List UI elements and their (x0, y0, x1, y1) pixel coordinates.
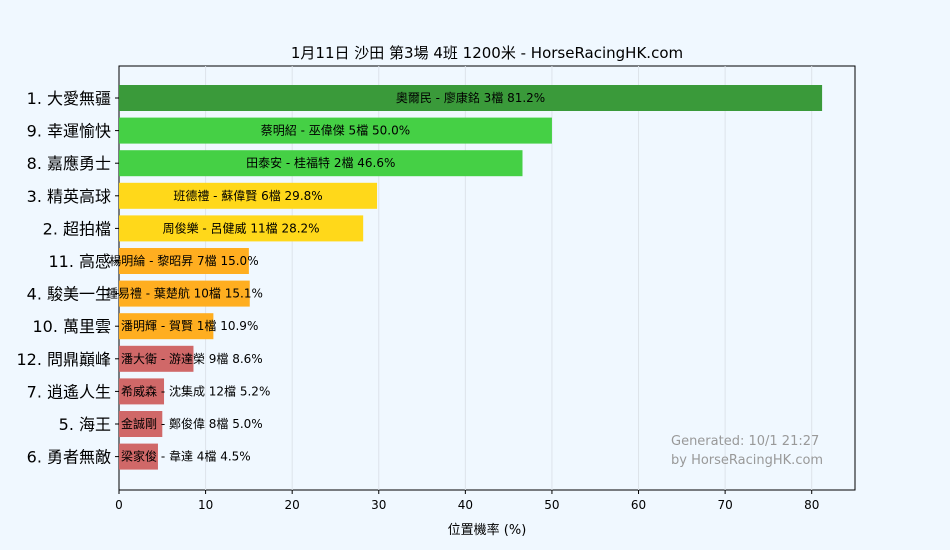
bar-data-label: 潘大衛 - 游達榮 9檔 8.6% (121, 352, 263, 366)
bar (119, 411, 163, 437)
x-tick-label: 10 (198, 498, 213, 512)
category-label: 1. 大愛無疆 (27, 89, 111, 108)
bar-data-label: 奧爾民 - 廖康銘 3檔 81.2% (396, 90, 545, 105)
x-tick-label: 70 (717, 498, 732, 512)
bar-data-label: 周俊樂 - 呂健威 11檔 28.2% (163, 220, 320, 235)
category-label: 4. 駿美一生 (27, 285, 111, 304)
bar-data-label: 田泰安 - 桂福特 2檔 46.6% (246, 155, 395, 170)
bar-data-label: 蔡明紹 - 巫偉傑 5檔 50.0% (261, 124, 410, 138)
bar-data-label: 潘明輝 - 賀賢 1檔 10.9% (121, 319, 258, 333)
category-label: 6. 勇者無敵 (27, 448, 111, 467)
bar (119, 378, 165, 405)
bar (119, 85, 823, 111)
watermark-site: by HorseRacingHK.com (671, 453, 823, 468)
x-tick-label: 50 (544, 498, 559, 512)
category-label: 10. 萬里雲 (32, 317, 111, 336)
bar-data-label: 楊明綸 - 黎昭昇 7檔 15.0% (109, 253, 258, 268)
bar (119, 443, 158, 470)
bars (119, 85, 823, 470)
x-axis-label: 位置機率 (%) (448, 522, 527, 538)
category-label: 12. 問鼎巔峰 (16, 350, 111, 369)
x-tick-label: 0 (115, 498, 123, 512)
bar-data-label: 希威森 - 沈集成 12檔 5.2% (121, 383, 270, 398)
bar (119, 117, 552, 144)
chart-title: 1月11日 沙田 第3場 4班 1200米 - HorseRacingHK.co… (291, 44, 683, 62)
bar-data-label: 鍾易禮 - 葉楚航 10檔 15.1% (106, 286, 263, 301)
category-label: 8. 嘉應勇士 (27, 154, 111, 173)
bar (119, 150, 523, 177)
category-label: 9. 幸運愉快 (27, 122, 111, 141)
watermark-generated: Generated: 10/1 21:27 (671, 434, 819, 449)
x-tick-label: 30 (371, 498, 386, 512)
category-label: 3. 精英高球 (27, 187, 111, 206)
category-label: 11. 高感 (48, 252, 111, 271)
bar-data-label: 金誠剛 - 鄭俊偉 8檔 5.0% (121, 416, 263, 431)
category-label: 5. 海王 (59, 415, 111, 434)
bar (119, 248, 249, 274)
bar (119, 280, 250, 307)
bar (119, 313, 214, 340)
bar (119, 215, 364, 242)
x-tick-label: 20 (285, 498, 300, 512)
labels: 0 10 20 30 40 50 60 70 80 1. 大愛無疆 奧爾民 - 廖康銘 3檔 81.… (16, 89, 819, 512)
category-label: 7. 逍遙人生 (27, 382, 111, 401)
x-tick-label: 80 (804, 498, 819, 512)
x-tick-label: 40 (458, 498, 473, 512)
x-tick-label: 60 (631, 498, 646, 512)
bar (119, 182, 378, 209)
bar (119, 345, 194, 372)
bar-data-label: 梁家俊 - 韋達 4檔 4.5% (121, 449, 251, 464)
category-label: 2. 超拍檔 (43, 219, 111, 238)
bar-data-label: 班德禮 - 蘇偉賢 6檔 29.8% (173, 188, 322, 203)
